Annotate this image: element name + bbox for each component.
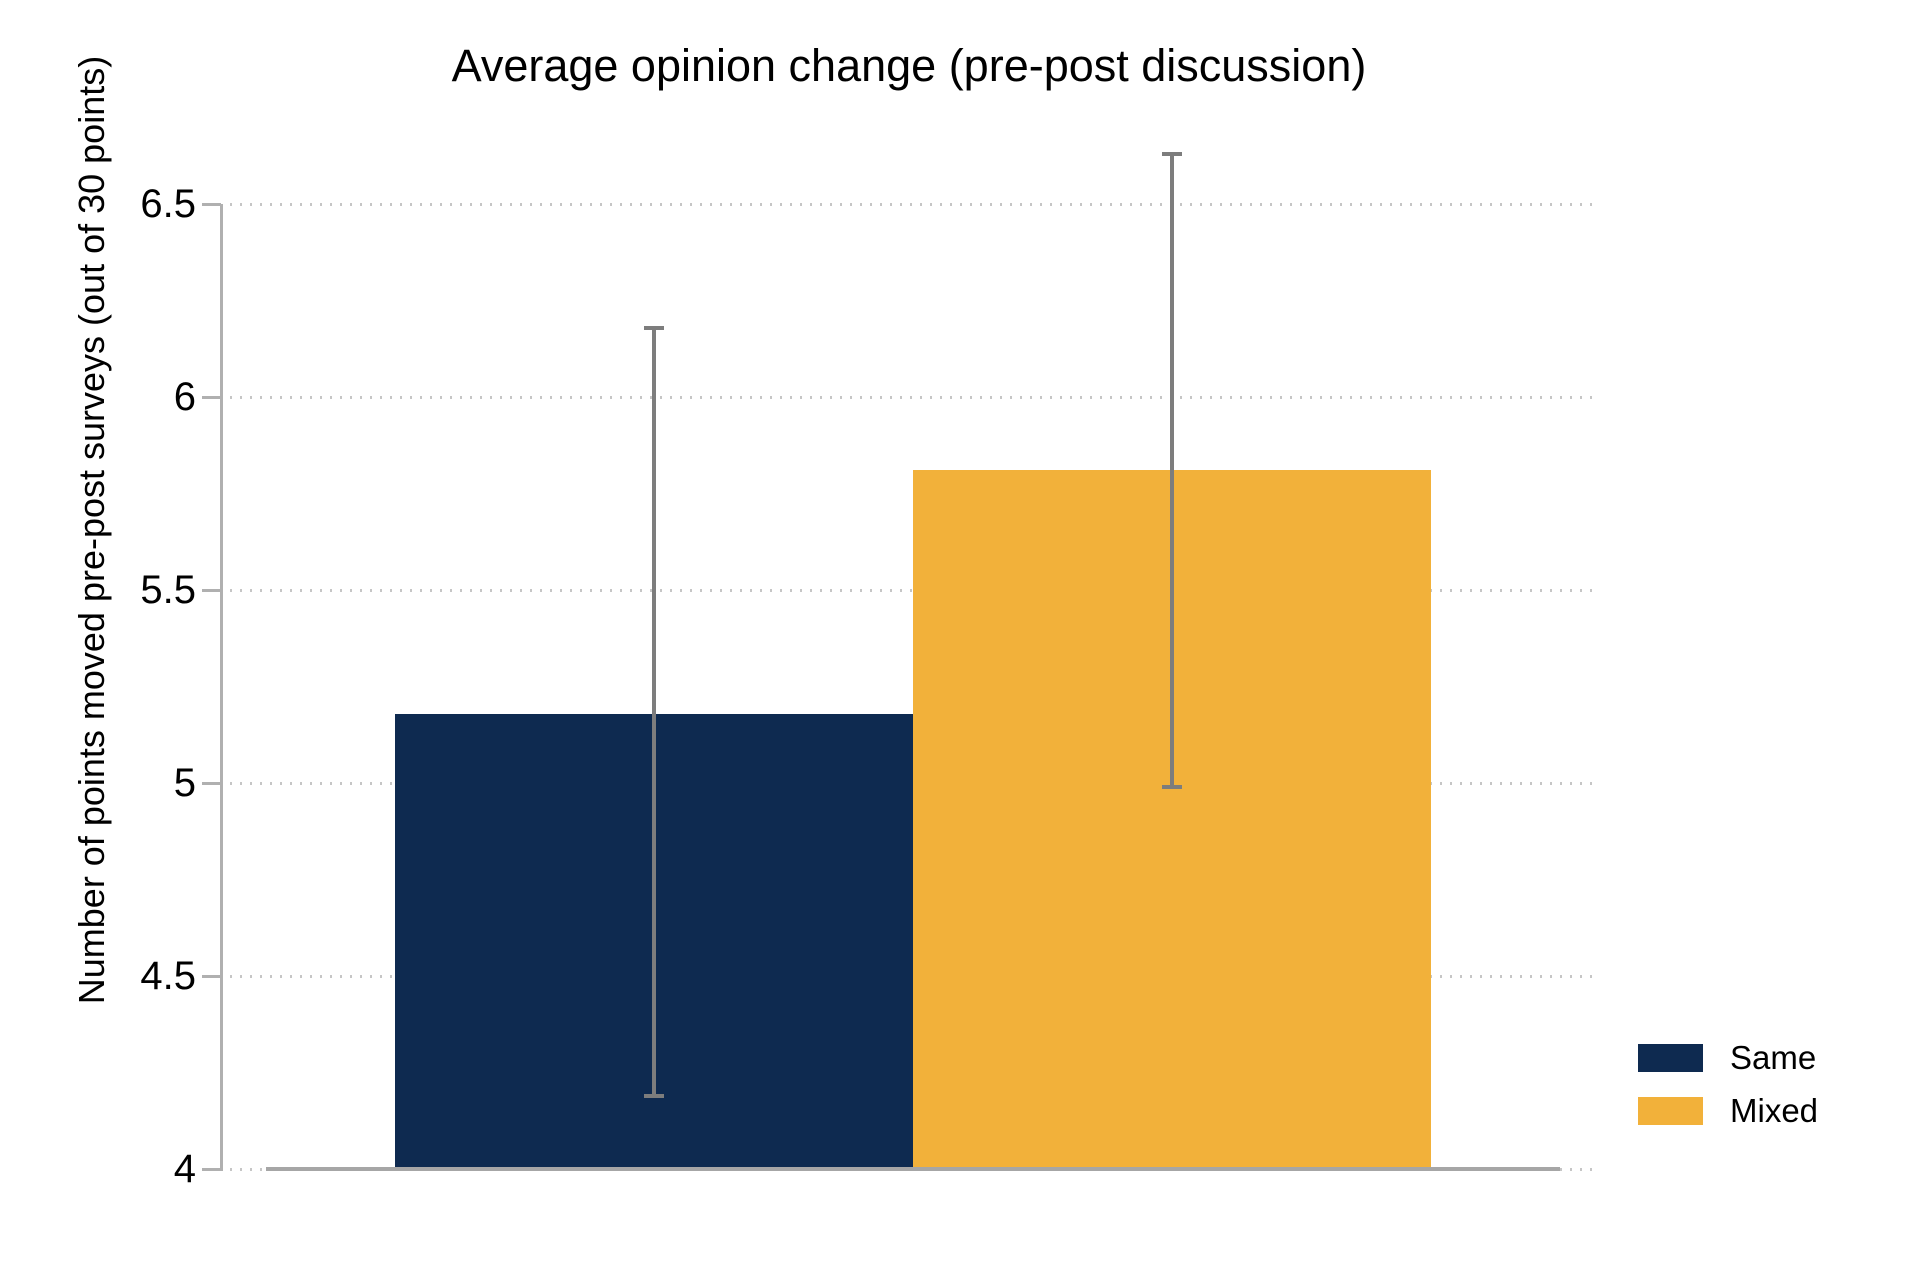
gridline-6: [230, 396, 1597, 399]
legend-item-same: Same: [1638, 1039, 1818, 1076]
y-tick-mark-6.5: [202, 203, 221, 206]
chart-title: Average opinion change (pre-post discuss…: [451, 40, 1367, 91]
y-tick-mark-6: [202, 396, 221, 399]
y-tick-label-4: 4: [173, 1147, 196, 1191]
error-bar-line-mixed: [1170, 153, 1174, 787]
y-tick-mark-4: [202, 1168, 221, 1171]
y-tick-label-5: 5: [173, 761, 196, 805]
y-tick-label-6: 6: [173, 375, 196, 419]
error-bar-cap-top-mixed: [1162, 151, 1182, 156]
y-tick-label-5.5: 5.5: [140, 568, 196, 612]
y-tick-label-6.5: 6.5: [140, 182, 196, 226]
legend-label-same: Same: [1730, 1039, 1817, 1076]
error-bar-cap-top-same: [644, 325, 664, 330]
y-tick-mark-4.5: [202, 975, 221, 978]
legend-item-mixed: Mixed: [1638, 1092, 1819, 1129]
y-tick-mark-5: [202, 782, 221, 785]
error-bar-cap-bottom-same: [644, 1093, 664, 1098]
y-axis-line: [220, 204, 223, 1171]
gridline-6.5: [230, 203, 1597, 206]
error-bar-line-same: [652, 327, 656, 1096]
y-tick-label-4.5: 4.5: [140, 954, 196, 998]
legend-swatch-mixed: [1638, 1097, 1703, 1125]
legend-swatch-same: [1638, 1044, 1703, 1072]
legend-label-mixed: Mixed: [1730, 1092, 1819, 1129]
x-axis-baseline: [266, 1167, 1560, 1171]
y-tick-mark-5.5: [202, 589, 221, 592]
error-bar-cap-bottom-mixed: [1162, 784, 1182, 789]
legend: Same Mixed: [1638, 1039, 1819, 1129]
